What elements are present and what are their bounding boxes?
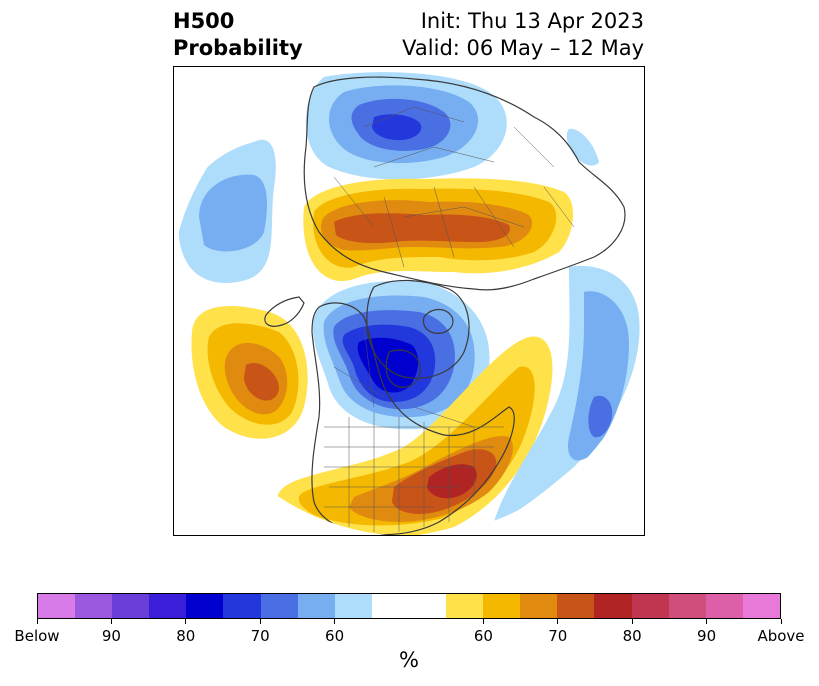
colorbar-tick bbox=[557, 619, 559, 624]
arctic-islands bbox=[422, 308, 454, 334]
colorbar-tick-label: Below bbox=[14, 627, 60, 645]
canada-borders bbox=[333, 326, 475, 428]
atlantic-below-80 bbox=[588, 395, 613, 438]
colorbar-tick bbox=[780, 619, 782, 624]
map-svg bbox=[178, 72, 640, 535]
chart-title-left: H500 Probability bbox=[173, 8, 303, 62]
canada-below-95 bbox=[357, 337, 419, 393]
chart-title-right: Init: Thu 13 Apr 2023 Valid: 06 May – 12… bbox=[402, 8, 644, 62]
valid-range: Valid: 06 May – 12 May bbox=[402, 36, 644, 60]
variable-label: H500 bbox=[173, 9, 235, 33]
colorbar-swatch bbox=[112, 594, 150, 618]
colorbar-tick-label: Above bbox=[757, 627, 805, 645]
eurasia-above-90 bbox=[334, 213, 510, 244]
colorbar-tick bbox=[706, 619, 708, 624]
colorbar-tick-label: 90 bbox=[697, 627, 717, 645]
colorbar-swatch bbox=[705, 594, 743, 618]
europe-below-60 bbox=[566, 128, 599, 166]
pacific-above-90 bbox=[244, 362, 279, 401]
colorbar-swatch bbox=[446, 594, 484, 618]
init-date: Init: Thu 13 Apr 2023 bbox=[420, 9, 644, 33]
colorbar-swatch bbox=[557, 594, 595, 618]
colorbar-tick-label: 60 bbox=[473, 627, 493, 645]
arctic-below-90 bbox=[372, 114, 422, 141]
colorbar-tick bbox=[259, 619, 261, 624]
pacific-below-70 bbox=[199, 174, 267, 252]
colorbar-tick bbox=[36, 619, 38, 624]
colorbar-swatch bbox=[742, 594, 780, 618]
atlantic-below-70 bbox=[568, 291, 629, 461]
colorbar-swatch bbox=[520, 594, 558, 618]
colorbar bbox=[37, 593, 781, 619]
border-layer bbox=[324, 106, 575, 532]
eurasia-coast bbox=[303, 76, 626, 291]
colorbar-tick-label: 90 bbox=[101, 627, 121, 645]
colorbar-swatch bbox=[668, 594, 706, 618]
colorbar-swatch bbox=[260, 594, 298, 618]
colorbar-tick-label: 70 bbox=[548, 627, 568, 645]
us-above-95 bbox=[427, 464, 477, 499]
colorbar-tick bbox=[110, 619, 112, 624]
coastline-layer bbox=[264, 76, 626, 535]
colorbar-swatch bbox=[594, 594, 632, 618]
colorbar-tick-label: 70 bbox=[250, 627, 270, 645]
colorbar-swatch bbox=[38, 594, 76, 618]
colorbar-swatch bbox=[334, 594, 372, 618]
colorbar-swatch bbox=[371, 594, 447, 618]
colorbar-swatch bbox=[483, 594, 521, 618]
colorbar-swatch bbox=[631, 594, 669, 618]
colorbar-unit-label: % bbox=[399, 648, 419, 672]
north-america-coast bbox=[311, 302, 515, 535]
colorbar-swatch bbox=[186, 594, 224, 618]
colorbar-tick bbox=[185, 619, 187, 624]
russia-borders bbox=[333, 106, 575, 268]
alaska-coast bbox=[264, 296, 305, 327]
probability-map bbox=[173, 66, 645, 536]
colorbar-tick-label: 60 bbox=[325, 627, 345, 645]
us-state-borders bbox=[324, 412, 504, 532]
colorbar-tick bbox=[334, 619, 336, 624]
colorbar-swatch bbox=[297, 594, 335, 618]
colorbar-tick-label: 80 bbox=[622, 627, 642, 645]
colorbar-tick bbox=[631, 619, 633, 624]
colorbar-swatch bbox=[223, 594, 261, 618]
colorbar-tick-label: 80 bbox=[176, 627, 196, 645]
colorbar-swatch bbox=[149, 594, 187, 618]
colorbar-tick bbox=[482, 619, 484, 624]
product-label: Probability bbox=[173, 36, 303, 60]
hudson-bay-coast bbox=[385, 349, 421, 388]
colorbar-swatch bbox=[75, 594, 113, 618]
